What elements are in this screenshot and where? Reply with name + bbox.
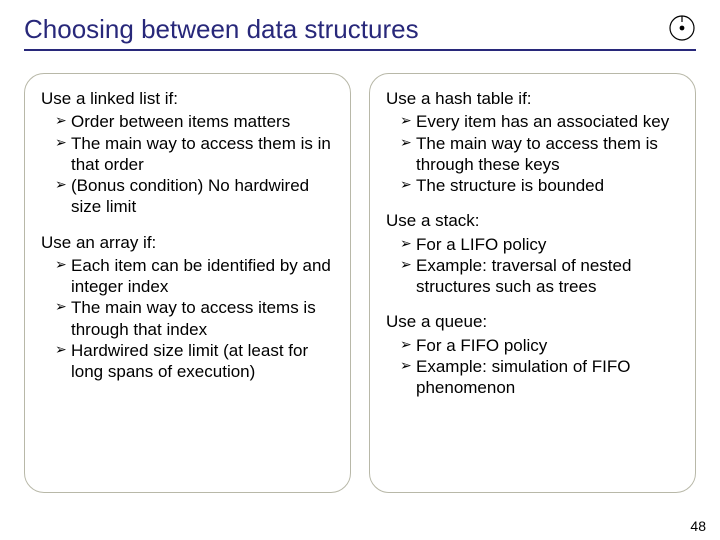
section-head: Use a linked list if: bbox=[41, 88, 336, 109]
section-head: Use a hash table if: bbox=[386, 88, 681, 109]
list-item: The main way to access them is through t… bbox=[400, 133, 681, 176]
list-item: The main way to access them is in that o… bbox=[55, 133, 336, 176]
list-item: Example: traversal of nested structures … bbox=[400, 255, 681, 298]
list-item: Example: simulation of FIFO phenomenon bbox=[400, 356, 681, 399]
list-item: (Bonus condition) No hardwired size limi… bbox=[55, 175, 336, 218]
logo-icon bbox=[668, 14, 696, 42]
left-column: Use a linked list if: Order between item… bbox=[24, 73, 351, 493]
list-item: For a LIFO policy bbox=[400, 234, 681, 255]
section: Use a hash table if: Every item has an a… bbox=[386, 88, 681, 196]
list-item: Order between items matters bbox=[55, 111, 336, 132]
list-item: For a FIFO policy bbox=[400, 335, 681, 356]
list-item: The main way to access items is through … bbox=[55, 297, 336, 340]
content-columns: Use a linked list if: Order between item… bbox=[24, 73, 696, 493]
section-head: Use an array if: bbox=[41, 232, 336, 253]
right-column: Use a hash table if: Every item has an a… bbox=[369, 73, 696, 493]
list-item: Every item has an associated key bbox=[400, 111, 681, 132]
section: Use a stack: For a LIFO policy Example: … bbox=[386, 210, 681, 297]
section: Use a linked list if: Order between item… bbox=[41, 88, 336, 218]
section-head: Use a queue: bbox=[386, 311, 681, 332]
bullet-list: Every item has an associated key The mai… bbox=[400, 111, 681, 196]
bullet-list: Order between items matters The main way… bbox=[55, 111, 336, 217]
list-item: Hardwired size limit (at least for long … bbox=[55, 340, 336, 383]
list-item: The structure is bounded bbox=[400, 175, 681, 196]
list-item: Each item can be identified by and integ… bbox=[55, 255, 336, 298]
page-title: Choosing between data structures bbox=[24, 14, 696, 51]
section: Use a queue: For a FIFO policy Example: … bbox=[386, 311, 681, 398]
page-number: 48 bbox=[690, 518, 706, 534]
section-head: Use a stack: bbox=[386, 210, 681, 231]
bullet-list: For a LIFO policy Example: traversal of … bbox=[400, 234, 681, 298]
section: Use an array if: Each item can be identi… bbox=[41, 232, 336, 383]
bullet-list: Each item can be identified by and integ… bbox=[55, 255, 336, 383]
bullet-list: For a FIFO policy Example: simulation of… bbox=[400, 335, 681, 399]
slide: Choosing between data structures Use a l… bbox=[0, 0, 720, 540]
